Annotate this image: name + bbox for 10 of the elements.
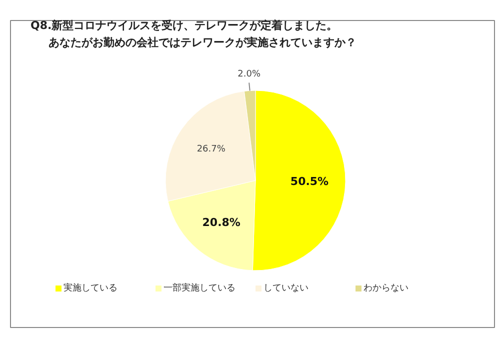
legend-label: していない	[264, 284, 308, 294]
data-label: 50.5%	[290, 174, 329, 188]
data-label: 2.0%	[238, 70, 261, 80]
legend-label: 実施している	[64, 282, 118, 294]
data-label: 20.8%	[202, 216, 240, 229]
legend-label: わからない	[364, 284, 408, 294]
data-label: 26.7%	[196, 144, 226, 155]
chart-title: Q8.新型コロナウイルスを受け、テレワークが定着しました。	[30, 19, 338, 32]
legend-label: 一部実施している	[164, 282, 236, 294]
chart-subtitle: あなたがお勤めの会社ではテレワークが実施されていますか？	[48, 36, 356, 49]
